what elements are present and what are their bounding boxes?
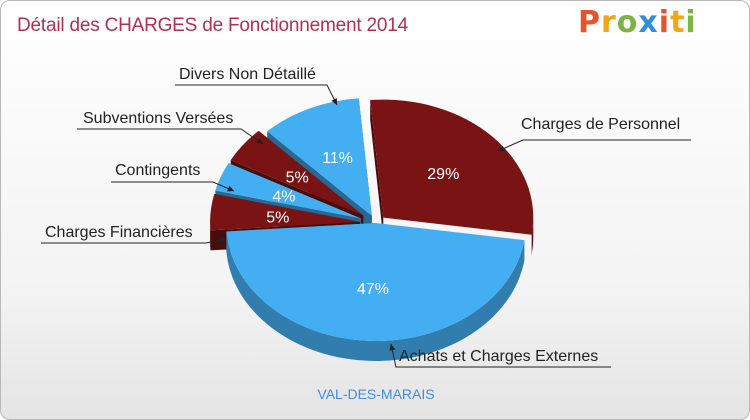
- slice-labels: Charges de Personnel Achats et Charges Ex…: [41, 66, 691, 368]
- slice-percent-label: 4%: [272, 188, 295, 205]
- logo-letter: o: [616, 5, 639, 40]
- pie-slice-side: [531, 217, 534, 255]
- pie-slice-cut: [370, 100, 384, 238]
- logo-letter: t: [670, 5, 686, 40]
- slice-category-label: Subventions Versées: [83, 110, 233, 127]
- pie-tops: 29% 47% 5% 4% 5% 11%: [210, 98, 534, 341]
- leader-line: [497, 139, 691, 152]
- logo-letter: P: [578, 5, 601, 40]
- leader-arrow: [219, 237, 226, 244]
- chart-subtitle: VAL-DES-MARAIS: [317, 386, 435, 402]
- slice-category-label: Contingents: [115, 162, 200, 179]
- chart-title: Détail des CHARGES de Fonctionnement 201…: [17, 15, 409, 36]
- slice-percent-label: 5%: [286, 169, 309, 186]
- pie-slice: [230, 130, 364, 216]
- logo-letter: i: [658, 5, 671, 40]
- leader-arrow: [331, 98, 337, 105]
- slice-percent-label: 11%: [322, 150, 353, 167]
- leader-arrow: [389, 344, 396, 351]
- pie-slice: [215, 163, 362, 219]
- leader-arrow: [256, 137, 263, 144]
- slice-percent-label: 5%: [266, 210, 289, 227]
- slice-percent-label: 29%: [427, 166, 459, 183]
- slice-category-label: Divers Non Détaillé: [179, 66, 316, 83]
- logo-letter: r: [601, 5, 617, 40]
- leader-line: [41, 238, 227, 244]
- leader-arrow: [498, 145, 505, 152]
- slice-percent-label: 47%: [357, 281, 389, 298]
- pie-slice: [267, 98, 372, 216]
- leader-line: [390, 343, 611, 368]
- slice-category-label: Charges Financières: [45, 224, 193, 241]
- slice-category-label: Achats et Charges Externes: [399, 348, 598, 365]
- leader-line: [111, 181, 235, 192]
- proxiti-logo: Proxiti: [578, 5, 697, 41]
- slice-category-label: Charges de Personnel: [521, 116, 680, 133]
- logo-letter: i: [685, 5, 697, 40]
- pie-slice-side: [226, 231, 525, 361]
- logo-letter: x: [638, 5, 659, 40]
- pie-slice: [370, 99, 534, 235]
- leader-line: [175, 84, 338, 106]
- leader-line: [77, 128, 264, 145]
- pie-slice: [210, 193, 361, 231]
- leader-arrow: [227, 185, 234, 192]
- pie-slice: [226, 223, 525, 341]
